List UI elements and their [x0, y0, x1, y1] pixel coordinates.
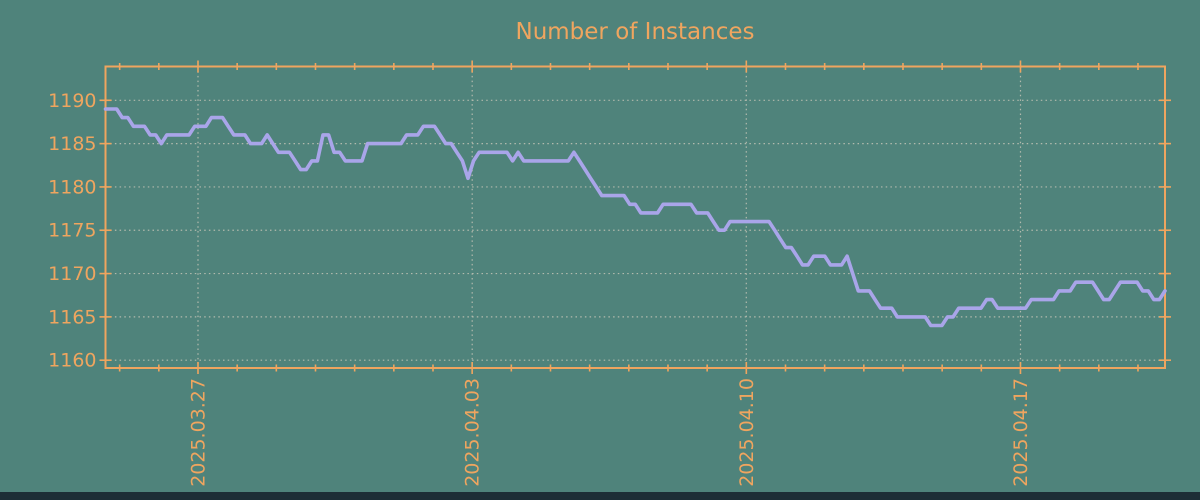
- y-tick-label: 1190: [48, 90, 96, 112]
- plot-border: [104, 65, 1166, 369]
- y-tick-label: 1185: [48, 133, 96, 155]
- y-tick-label: 1180: [48, 176, 96, 198]
- y-tick-label: 1165: [48, 306, 96, 328]
- y-tick-label: 1175: [48, 220, 96, 242]
- y-tick-label: 1160: [48, 350, 96, 372]
- x-tick-label: 2025.03.27: [187, 378, 209, 487]
- bottom-edge-bar: [0, 492, 1200, 500]
- y-tick-label: 1170: [48, 263, 96, 285]
- x-tick-label: 2025.04.03: [462, 378, 484, 487]
- series-line: [103, 107, 1167, 328]
- chart-title: Number of Instances: [516, 19, 755, 45]
- x-tick-label: 2025.04.10: [736, 378, 758, 487]
- x-tick-label: 2025.04.17: [1010, 378, 1032, 487]
